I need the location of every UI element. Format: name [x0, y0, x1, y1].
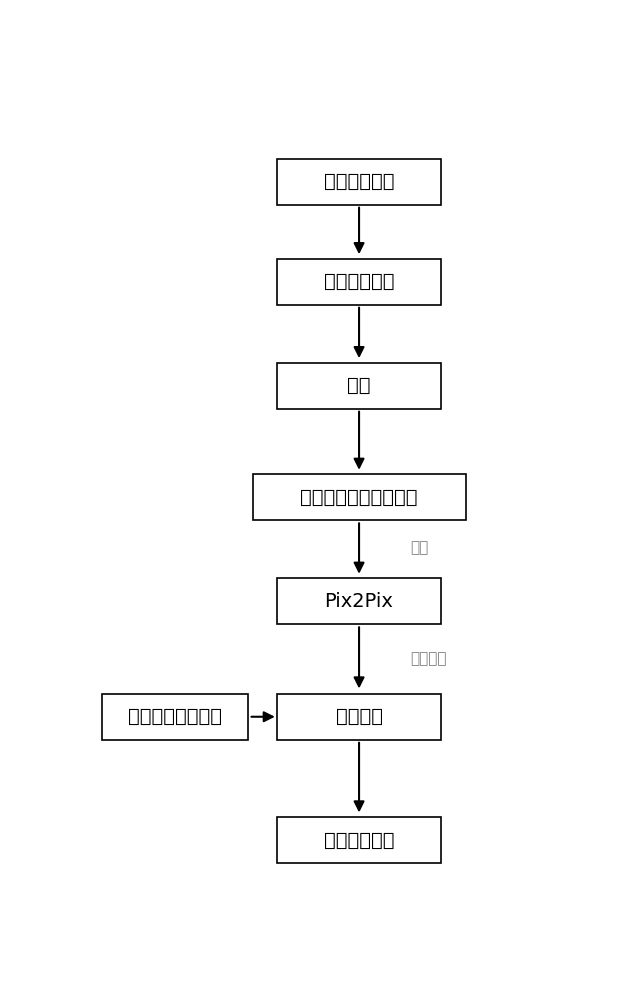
Text: 迭代训练: 迭代训练 — [410, 652, 446, 666]
FancyBboxPatch shape — [253, 474, 466, 520]
FancyBboxPatch shape — [102, 694, 248, 740]
Text: 输入: 输入 — [410, 541, 428, 556]
Text: 最优模型: 最优模型 — [336, 707, 382, 726]
Text: 单张光学足迹图像: 单张光学足迹图像 — [128, 707, 222, 726]
Text: 压力足迹图像: 压力足迹图像 — [324, 830, 394, 849]
FancyBboxPatch shape — [277, 817, 441, 863]
FancyBboxPatch shape — [277, 158, 441, 205]
FancyBboxPatch shape — [277, 363, 441, 409]
Text: 合并光学压力足迹图像: 合并光学压力足迹图像 — [301, 488, 418, 507]
Text: 压力足迹采集: 压力足迹采集 — [324, 272, 394, 291]
Text: 光学足迹采集: 光学足迹采集 — [324, 172, 394, 191]
FancyBboxPatch shape — [277, 578, 441, 624]
Text: 去噪: 去噪 — [348, 376, 371, 395]
Text: Pix2Pix: Pix2Pix — [324, 592, 394, 611]
FancyBboxPatch shape — [277, 259, 441, 305]
FancyBboxPatch shape — [277, 694, 441, 740]
